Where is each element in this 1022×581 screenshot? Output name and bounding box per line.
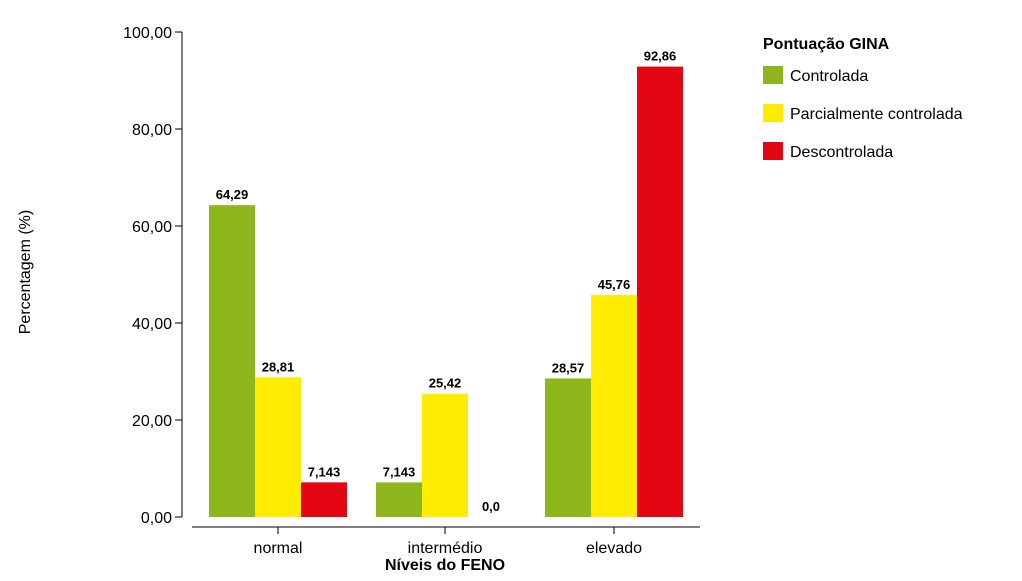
y-tick-label: 20,00 xyxy=(132,413,172,430)
x-axis: normal intermédio elevado xyxy=(192,526,700,557)
data-label: 45,76 xyxy=(598,277,631,292)
y-tick-label: 80,00 xyxy=(132,122,172,139)
legend-swatch xyxy=(763,66,783,84)
bar xyxy=(255,377,301,517)
data-label: 25,42 xyxy=(429,376,462,391)
bar xyxy=(301,482,347,517)
y-tick-label: 0,00 xyxy=(141,510,172,527)
legend-title: Pontuação GINA xyxy=(763,36,890,53)
data-label: 64,29 xyxy=(216,187,249,202)
bar xyxy=(209,205,255,518)
y-axis: 0,00 20,00 40,00 60,00 80,00 100,00 xyxy=(123,25,183,527)
bar xyxy=(545,378,591,517)
data-label: 0,0 xyxy=(482,499,500,514)
y-axis-title: Percentagem (%) xyxy=(17,210,34,335)
bar xyxy=(422,393,468,517)
bar xyxy=(591,295,637,517)
legend-swatch xyxy=(763,142,783,160)
x-tick-label: intermédio xyxy=(408,540,483,557)
y-tick-label: 100,00 xyxy=(123,25,172,42)
data-label: 7,143 xyxy=(308,464,341,479)
y-tick-label: 40,00 xyxy=(132,316,172,333)
bar xyxy=(376,482,422,517)
data-label: 7,143 xyxy=(383,464,416,479)
y-tick-label: 60,00 xyxy=(132,219,172,236)
x-tick-label: elevado xyxy=(586,540,642,557)
legend-swatch xyxy=(763,104,783,122)
data-label: 92,86 xyxy=(644,49,677,64)
bar xyxy=(637,66,683,517)
legend-label: Descontrolada xyxy=(790,144,893,161)
data-label: 28,81 xyxy=(262,359,295,374)
bars-group xyxy=(209,66,683,518)
x-axis-title: Níveis do FENO xyxy=(385,557,505,574)
legend: Pontuação GINA Controlada Parcialmente co… xyxy=(763,36,963,161)
x-tick-label: normal xyxy=(254,540,303,557)
data-labels-group: 64,29 28,81 7,143 7,143 25,42 0,0 28,57 45,76 92… xyxy=(216,49,677,514)
legend-label: Controlada xyxy=(790,68,868,85)
legend-label: Parcialmente controlada xyxy=(790,106,963,123)
data-label: 28,57 xyxy=(552,360,585,375)
